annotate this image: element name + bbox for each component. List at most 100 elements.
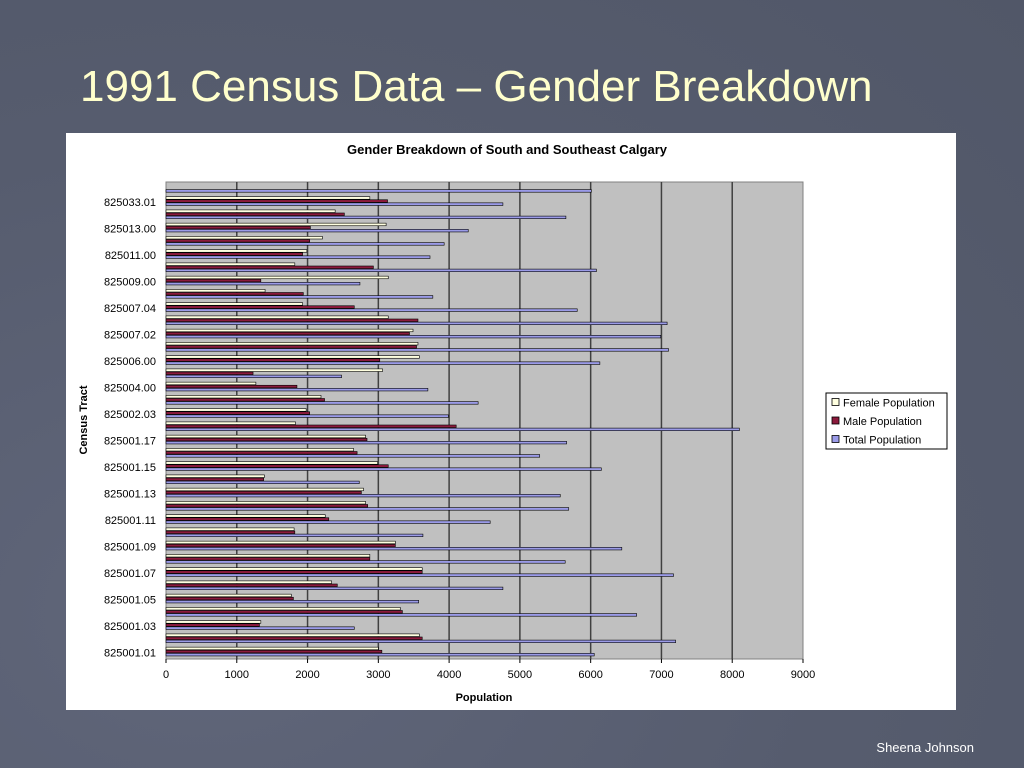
bar-male: [165, 649, 383, 654]
bar-female: [165, 580, 332, 584]
y-tick-label: 825001.17: [104, 435, 156, 447]
bar-male: [165, 292, 304, 296]
bar-total: [165, 480, 360, 485]
bar-female: [165, 315, 389, 319]
y-tick-label: 825009.00: [104, 276, 156, 288]
x-axis-label: Population: [456, 692, 513, 704]
bar-male: [165, 596, 294, 601]
bar-male: [165, 610, 403, 614]
bar-total: [165, 229, 469, 233]
x-tick-label: 7000: [649, 669, 673, 681]
bars: [165, 189, 740, 657]
legend-swatch: [831, 416, 840, 425]
bar-male: [165, 398, 325, 402]
legend-swatch: [831, 398, 840, 406]
bar-total: [165, 560, 566, 564]
bar-male: [165, 636, 423, 640]
legend-label: Male Population: [843, 416, 922, 428]
bar-male: [165, 252, 303, 256]
legend: Female Population Male Population Total Po…: [825, 392, 948, 450]
bar-female: [165, 540, 396, 545]
x-tick-label: 3000: [366, 669, 390, 681]
bar-total: [165, 202, 504, 206]
bar-male: [165, 225, 311, 230]
bar-female: [165, 593, 292, 598]
grid-lines: [236, 182, 733, 659]
bar-female: [165, 421, 296, 425]
bar-female: [165, 249, 308, 253]
y-tick-label: 825001.05: [104, 594, 156, 606]
y-tick-label: 825001.13: [104, 488, 156, 500]
bar-female: [165, 408, 307, 412]
y-tick-label: 825006.00: [104, 356, 156, 368]
bar-total: [165, 653, 595, 657]
bar-total: [165, 401, 479, 405]
bar-total: [165, 586, 504, 590]
legend-swatch: [831, 435, 840, 443]
slide-title: 1991 Census Data – Gender Breakdown: [80, 62, 873, 111]
bar-total: [165, 295, 434, 299]
x-tick-label: 4000: [437, 669, 461, 681]
bar-male: [165, 530, 296, 534]
bar-male: [165, 278, 262, 283]
bar-female: [165, 328, 414, 333]
bar-female: [165, 448, 354, 452]
bar-female: [165, 355, 420, 359]
bar-total: [165, 255, 431, 259]
x-tick-label: 8000: [720, 669, 744, 681]
bar-total: [165, 282, 361, 286]
bar-female: [165, 381, 257, 386]
x-tick-label: 9000: [791, 669, 815, 681]
bar-female: [165, 554, 371, 558]
legend-label: Female Population: [843, 398, 935, 410]
x-tick-label: 0: [163, 669, 169, 681]
bar-male: [165, 265, 374, 269]
bar-total: [165, 626, 355, 630]
bar-male: [165, 557, 371, 561]
bar-male: [165, 451, 358, 455]
bar-male: [165, 199, 388, 203]
bar-male: [165, 345, 417, 349]
bar-female: [165, 620, 262, 624]
bar-male: [165, 543, 396, 548]
bar-female: [165, 607, 401, 611]
bar-total: [165, 189, 592, 193]
bar-total: [165, 361, 601, 365]
bar-total: [165, 268, 597, 273]
legend-box: [825, 392, 948, 450]
bar-female: [165, 289, 266, 293]
bar-female: [165, 302, 303, 306]
y-tick-label: 825001.09: [104, 541, 156, 553]
bar-total: [165, 507, 570, 511]
bar-male: [165, 570, 423, 574]
bar-female: [165, 646, 379, 651]
bar-total: [165, 348, 669, 352]
y-tick-label: 825013.00: [104, 223, 156, 235]
bar-female: [165, 222, 387, 227]
y-tick-label: 825001.01: [104, 647, 156, 659]
y-tick-label: 825001.07: [104, 568, 156, 580]
bar-total: [165, 600, 419, 604]
x-tick-label: 5000: [508, 669, 532, 681]
bar-male: [165, 212, 345, 216]
bar-male: [165, 239, 310, 243]
bar-male: [165, 504, 369, 508]
bar-female: [165, 461, 378, 465]
bar-male: [165, 384, 298, 389]
y-tick-label: 825001.03: [104, 621, 156, 633]
x-axis: 0 1000 2000 3000 4000 5000 6000 7000 8000 9000: [163, 659, 815, 681]
bar-female: [165, 236, 323, 240]
bar-total: [165, 414, 449, 418]
bar-male: [165, 305, 355, 309]
y-tick-label: 825033.01: [104, 197, 156, 209]
y-axis-label: Census Tract: [78, 385, 90, 454]
bar-total: [165, 215, 567, 220]
bar-total: [165, 335, 662, 339]
bar-female: [165, 368, 383, 372]
bar-total: [165, 639, 676, 643]
x-tick-label: 2000: [295, 669, 319, 681]
plot-area: [165, 181, 804, 660]
bar-total: [165, 533, 424, 537]
bar-male: [165, 464, 389, 468]
bar-male: [165, 424, 457, 428]
